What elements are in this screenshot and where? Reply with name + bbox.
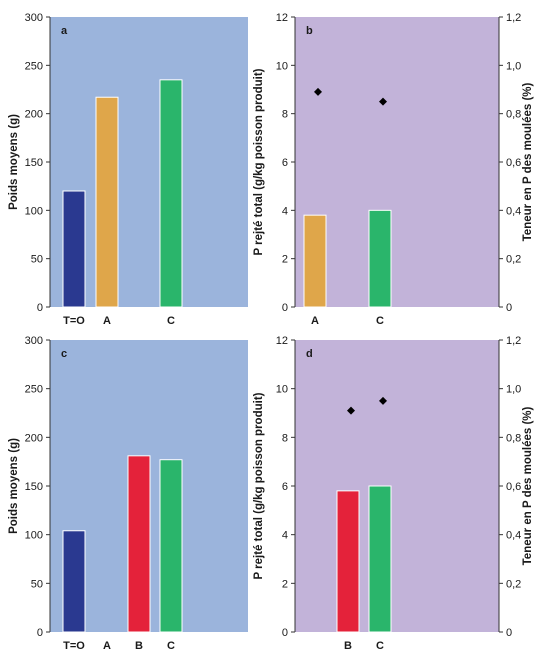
panel-letter: c	[61, 348, 67, 360]
y2-tick-label: 0,2	[506, 578, 521, 590]
category-label: T=O	[63, 315, 85, 327]
y-axis-label: Poids moyens (g)	[8, 114, 20, 210]
y2-tick-label: 0,4	[506, 205, 521, 217]
bar-to	[62, 190, 86, 308]
y2-tick-label: 1,0	[506, 60, 521, 72]
y-tick-label: 4	[282, 205, 288, 217]
panel-a: 0 50 100 150 200 250 300 Poids moyens (g) T=O A Ca	[8, 12, 248, 327]
panel-b: 0 2 4 6 8 10 12 P rejté total (g/kg poisson pro…	[253, 12, 534, 327]
y-tick-label: 8	[282, 109, 288, 121]
bar-b	[336, 490, 360, 633]
y-axis-label: Poids moyens (g)	[8, 438, 20, 534]
y-tick-label: 100	[25, 205, 43, 217]
bar-c	[159, 459, 183, 633]
y-tick-label: 200	[25, 432, 43, 444]
bar-b	[127, 455, 151, 633]
bar-to	[62, 530, 86, 633]
category-label: T=O	[63, 640, 85, 652]
category-label: C	[376, 640, 384, 652]
plot-background-b	[295, 17, 499, 307]
y-tick-label: 12	[276, 12, 288, 24]
y-tick-label: 150	[25, 157, 43, 169]
y-tick-label: 0	[282, 627, 288, 639]
y2-tick-label: 0,8	[506, 432, 521, 444]
bar-c	[368, 209, 392, 308]
category-label: C	[167, 315, 175, 327]
panel-letter: a	[61, 25, 68, 37]
category-label: A	[103, 640, 111, 652]
y-tick-label: 50	[31, 254, 43, 266]
y-axis-label: P rejté total (g/kg poisson produit)	[253, 68, 265, 255]
y2-tick-label: 0,6	[506, 157, 521, 169]
y-tick-label: 10	[276, 60, 288, 72]
bar-a	[95, 96, 119, 308]
y-tick-label: 100	[25, 530, 43, 542]
y-axis-label: P rejté total (g/kg poisson produit)	[253, 392, 265, 579]
category-label: B	[344, 640, 352, 652]
panel-c: 0 50 100 150 200 250 300 Poids moyens (g) T=O A B C…	[8, 335, 248, 652]
y2-tick-label: 0,6	[506, 481, 521, 493]
y2-tick-label: 0	[506, 302, 512, 314]
y-tick-label: 0	[282, 302, 288, 314]
category-label: A	[103, 315, 111, 327]
panel-letter: b	[306, 25, 313, 37]
category-label: C	[376, 315, 384, 327]
y-tick-label: 10	[276, 384, 288, 396]
y2-tick-label: 0,8	[506, 109, 521, 121]
y-tick-label: 250	[25, 384, 43, 396]
y2-tick-label: 0,4	[506, 530, 521, 542]
category-label: A	[311, 315, 319, 327]
marker-point	[314, 87, 322, 96]
y2-tick-label: 0	[506, 627, 512, 639]
y-tick-label: 4	[282, 530, 288, 542]
y-tick-label: 300	[25, 335, 43, 347]
y-tick-label: 8	[282, 432, 288, 444]
category-label: C	[167, 640, 175, 652]
y-tick-label: 2	[282, 254, 288, 266]
y-tick-label: 200	[25, 109, 43, 121]
y-tick-label: 50	[31, 578, 43, 590]
y-tick-label: 0	[37, 627, 43, 639]
y2-axis-label: Teneur en P des moulées (%)	[522, 82, 534, 241]
bar-c	[368, 485, 392, 633]
panel-d: 0 2 4 6 8 10 12 P rejté total (g/kg poisson pro…	[253, 335, 534, 652]
y2-axis-label: Teneur en P des moulées (%)	[522, 406, 534, 565]
y-tick-label: 300	[25, 12, 43, 24]
y-tick-label: 250	[25, 60, 43, 72]
bar-a	[303, 214, 327, 308]
y-tick-label: 150	[25, 481, 43, 493]
y-tick-label: 0	[37, 302, 43, 314]
marker-point	[379, 97, 387, 106]
y2-tick-label: 1,2	[506, 12, 521, 24]
y2-tick-label: 1,0	[506, 384, 521, 396]
marker-point	[379, 396, 387, 405]
y2-tick-label: 0,2	[506, 254, 521, 266]
bar-c	[159, 79, 183, 308]
y-tick-label: 2	[282, 578, 288, 590]
y-tick-label: 12	[276, 335, 288, 347]
y2-tick-label: 1,2	[506, 335, 521, 347]
marker-point	[347, 406, 355, 415]
plot-background-d	[295, 340, 499, 632]
y-tick-label: 6	[282, 157, 288, 169]
category-label: B	[135, 640, 143, 652]
y-tick-label: 6	[282, 481, 288, 493]
panel-letter: d	[306, 348, 313, 360]
